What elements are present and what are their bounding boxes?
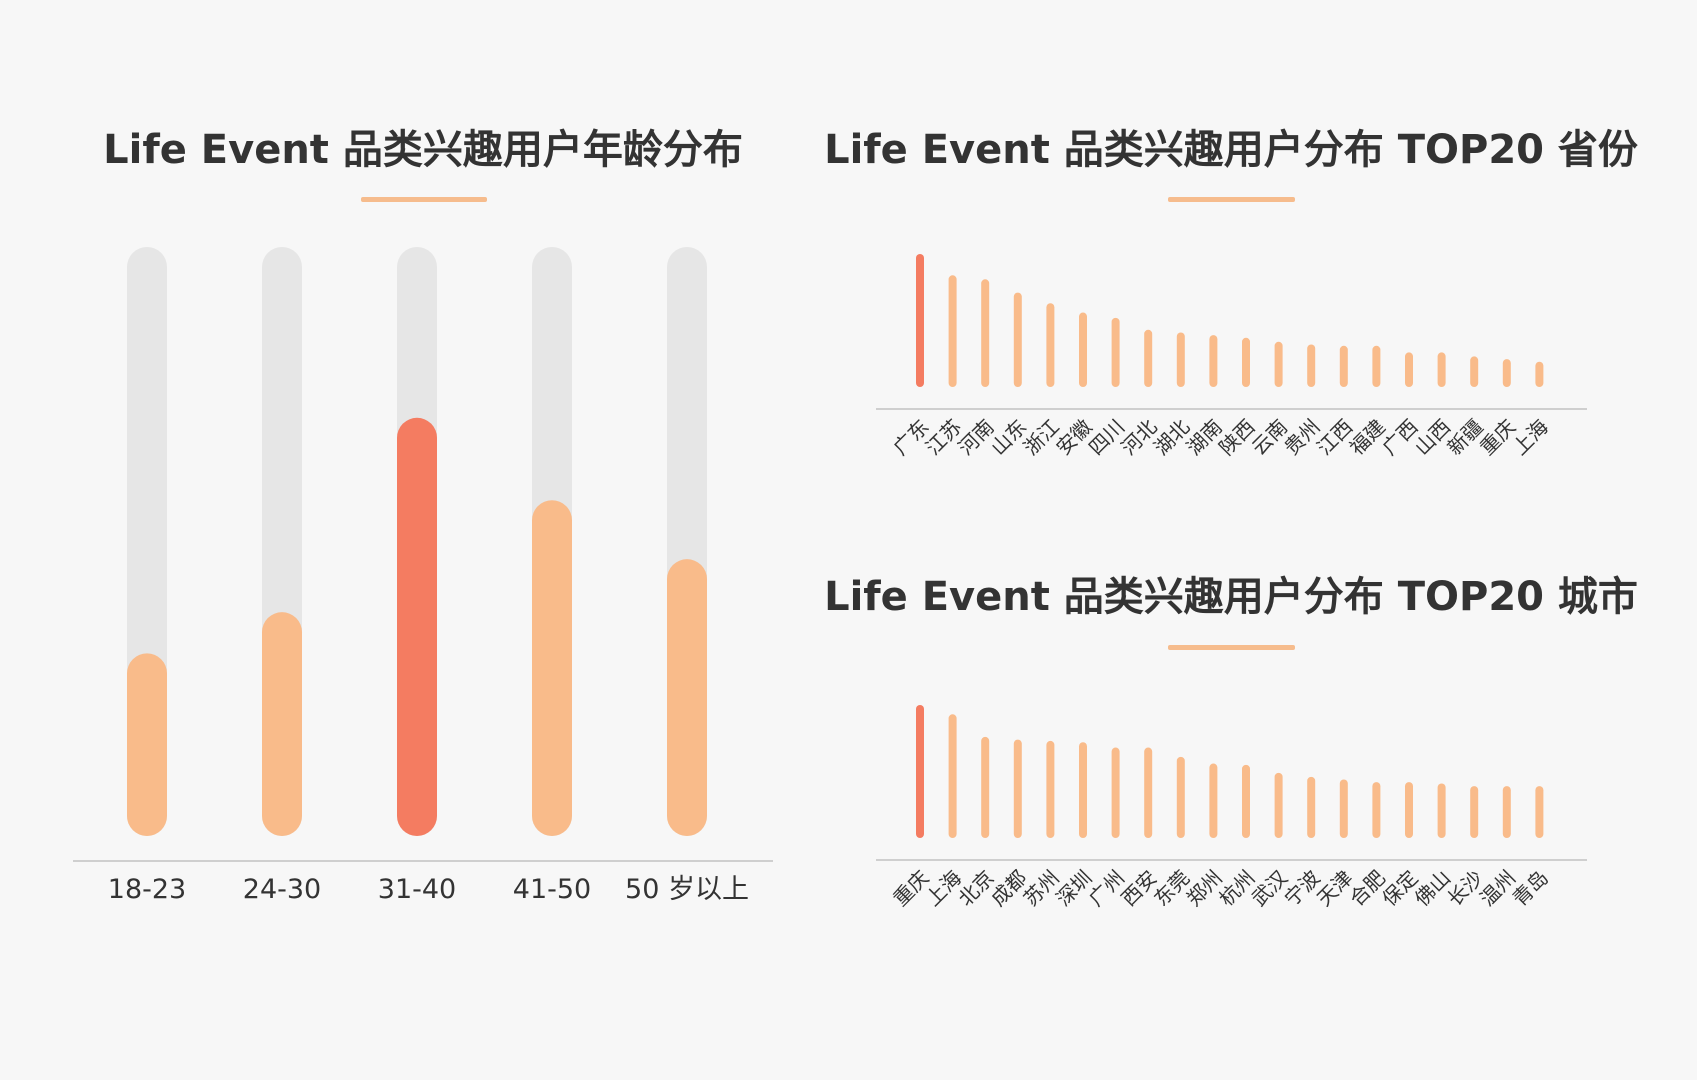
age-tick-label-1: 24-30: [243, 874, 321, 905]
city-bar-17: [1470, 786, 1479, 838]
city-bar-0: [916, 705, 924, 838]
city-bar-13: [1339, 779, 1348, 838]
age-tick-label-3: 41-50: [513, 874, 591, 905]
province-chart-title-underline: [1168, 197, 1295, 202]
province-bar-14: [1372, 345, 1381, 387]
province-bar-12: [1307, 344, 1316, 387]
province-bar-1: [948, 275, 957, 387]
age-bar-1: [262, 612, 302, 836]
province-bar-6: [1111, 317, 1120, 387]
age-tick-label-0: 18-23: [108, 874, 186, 905]
province-bar-10: [1242, 337, 1250, 387]
city-bar-18: [1502, 786, 1511, 838]
province-bar-17: [1470, 356, 1479, 387]
city-bar-5: [1079, 742, 1087, 838]
city-bar-3: [1013, 739, 1022, 838]
city-bar-16: [1437, 783, 1446, 838]
province-bar-18: [1502, 359, 1511, 387]
city-bar-11: [1274, 772, 1283, 838]
city-bar-9: [1209, 763, 1218, 838]
province-bar-4: [1046, 303, 1055, 387]
province-bar-5: [1079, 312, 1087, 387]
province-bar-9: [1209, 335, 1218, 387]
province-bar-15: [1405, 352, 1413, 387]
city-bar-2: [981, 736, 990, 838]
province-bar-2: [981, 279, 990, 387]
age-chart-bars: [127, 247, 707, 836]
city-bar-15: [1405, 782, 1413, 838]
age-chart-x-ticks: 18-23 24-30 31-40 41-50 50 岁以上: [108, 874, 749, 905]
city-chart-bars: [916, 705, 1544, 838]
age-tick-label-4: 50 岁以上: [625, 874, 749, 905]
province-bar-7: [1144, 329, 1153, 387]
age-bar-2: [397, 417, 437, 836]
province-bar-0: [916, 254, 924, 387]
age-chart-title-underline: [361, 197, 487, 202]
city-bar-8: [1176, 756, 1185, 838]
age-tick-label-2: 31-40: [378, 874, 456, 905]
province-chart-bars: [916, 254, 1544, 387]
city-bar-10: [1242, 764, 1250, 838]
city-bar-14: [1372, 782, 1381, 838]
city-chart-title: Life Event 品类兴趣用户分布 TOP20 城市: [824, 574, 1638, 620]
province-bar-19: [1535, 361, 1544, 387]
age-bar-3: [532, 500, 572, 836]
city-chart-title-underline: [1168, 645, 1295, 650]
city-bar-4: [1046, 740, 1055, 838]
city-bar-6: [1111, 747, 1120, 838]
province-bar-13: [1339, 345, 1348, 387]
province-bar-16: [1437, 352, 1446, 387]
city-bar-1: [948, 714, 957, 838]
province-bar-3: [1013, 292, 1022, 387]
city-bar-12: [1307, 776, 1316, 838]
province-chart-title: Life Event 品类兴趣用户分布 TOP20 省份: [824, 127, 1638, 173]
province-bar-11: [1274, 341, 1283, 387]
age-chart-title: Life Event 品类兴趣用户年龄分布: [103, 127, 743, 173]
age-chart: Life Event 品类兴趣用户年龄分布 18-23 24-30 31-40 41-…: [73, 127, 773, 905]
city-bar-19: [1535, 786, 1544, 838]
age-bar-4: [667, 559, 707, 836]
age-bar-0: [127, 653, 167, 836]
province-bar-8: [1176, 332, 1185, 387]
city-bar-7: [1144, 747, 1153, 838]
